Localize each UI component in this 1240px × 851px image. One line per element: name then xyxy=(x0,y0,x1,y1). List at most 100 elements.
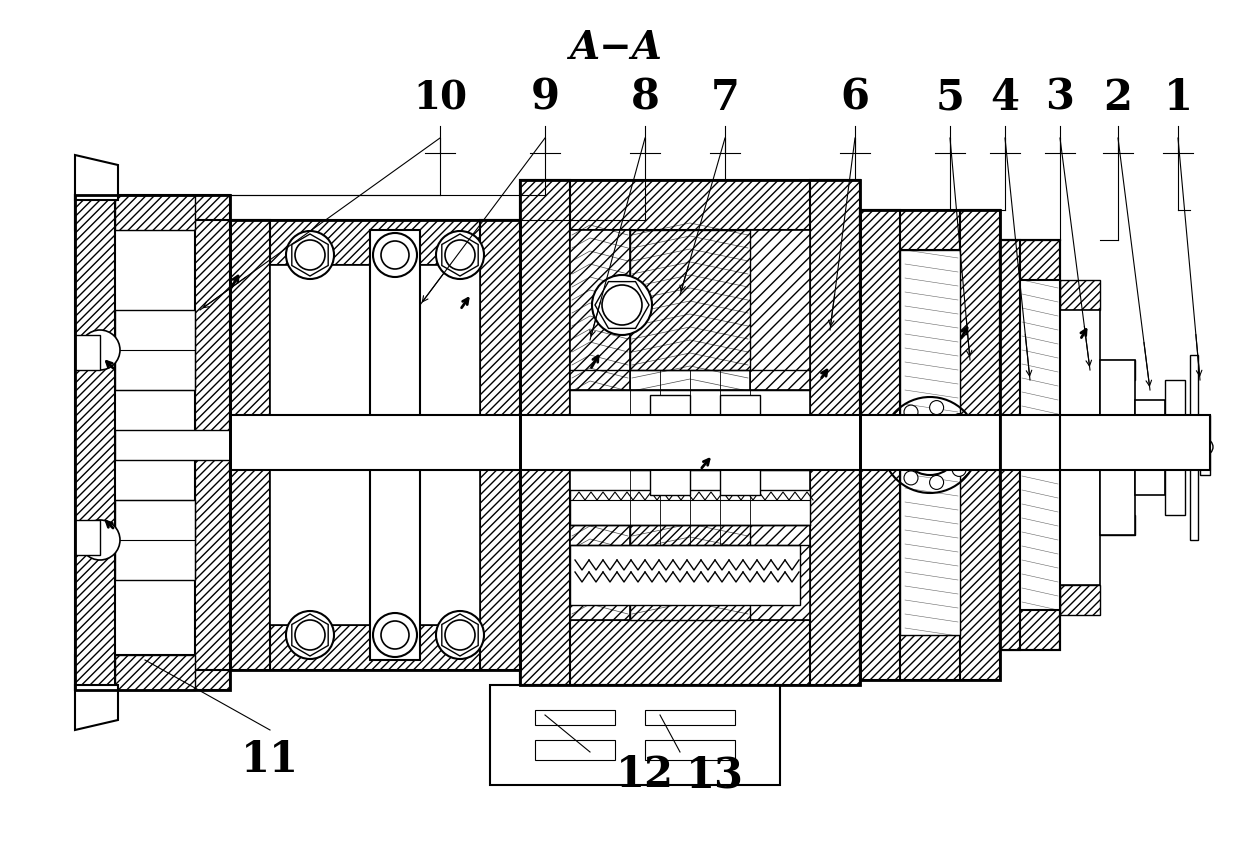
Text: 7: 7 xyxy=(711,77,739,119)
Circle shape xyxy=(295,620,325,650)
Polygon shape xyxy=(861,210,999,250)
Text: 5: 5 xyxy=(935,77,965,119)
Polygon shape xyxy=(520,620,861,685)
Circle shape xyxy=(436,611,484,659)
Circle shape xyxy=(81,330,120,370)
Circle shape xyxy=(961,438,975,452)
Circle shape xyxy=(888,451,901,465)
Polygon shape xyxy=(74,195,229,230)
Circle shape xyxy=(930,476,944,489)
Circle shape xyxy=(286,231,334,279)
Bar xyxy=(861,210,999,680)
Polygon shape xyxy=(861,635,999,680)
Bar xyxy=(570,420,810,470)
Circle shape xyxy=(952,462,966,477)
Polygon shape xyxy=(999,240,1021,650)
Text: 13: 13 xyxy=(686,754,744,796)
Text: 2: 2 xyxy=(1104,77,1132,119)
Bar xyxy=(570,390,810,500)
Circle shape xyxy=(445,240,475,270)
Polygon shape xyxy=(750,230,810,620)
Bar xyxy=(645,740,735,760)
Polygon shape xyxy=(195,220,229,670)
Bar xyxy=(115,500,195,580)
Bar xyxy=(74,520,100,555)
Text: 4: 4 xyxy=(991,77,1019,119)
Polygon shape xyxy=(810,180,861,685)
Circle shape xyxy=(436,231,484,279)
Circle shape xyxy=(445,620,475,650)
Bar xyxy=(270,265,480,625)
Polygon shape xyxy=(999,240,1060,280)
Bar xyxy=(229,415,1210,470)
Circle shape xyxy=(381,241,409,269)
Circle shape xyxy=(930,401,944,414)
Circle shape xyxy=(888,425,901,439)
Bar xyxy=(74,335,100,370)
Bar xyxy=(1100,515,1135,535)
Polygon shape xyxy=(570,230,630,620)
Bar xyxy=(490,685,780,785)
Bar xyxy=(534,740,615,760)
Bar xyxy=(74,195,229,690)
Circle shape xyxy=(904,405,918,419)
Bar xyxy=(534,710,615,725)
Bar xyxy=(1060,310,1100,585)
Polygon shape xyxy=(74,155,118,200)
Circle shape xyxy=(373,613,417,657)
Bar xyxy=(640,705,740,770)
Circle shape xyxy=(381,621,409,649)
Bar xyxy=(1200,415,1210,475)
Polygon shape xyxy=(630,230,750,370)
Circle shape xyxy=(904,471,918,485)
Text: 8: 8 xyxy=(631,77,660,119)
Text: A−A: A−A xyxy=(569,29,661,67)
Bar xyxy=(1100,360,1135,535)
Bar xyxy=(520,180,861,685)
Bar xyxy=(1166,380,1185,515)
Bar xyxy=(645,710,735,725)
Bar xyxy=(570,490,810,525)
Bar xyxy=(1135,400,1166,495)
Polygon shape xyxy=(1060,280,1100,310)
Bar xyxy=(529,705,620,770)
Text: 11: 11 xyxy=(241,739,299,781)
Polygon shape xyxy=(630,500,750,620)
Bar xyxy=(999,240,1060,650)
Polygon shape xyxy=(229,625,520,670)
Text: 1: 1 xyxy=(1163,77,1193,119)
Text: 12: 12 xyxy=(616,754,675,796)
Bar xyxy=(570,545,800,605)
Polygon shape xyxy=(999,610,1060,650)
Bar xyxy=(650,395,689,495)
Bar xyxy=(115,430,229,460)
Bar xyxy=(1190,355,1198,540)
Polygon shape xyxy=(229,220,520,265)
Bar xyxy=(370,230,420,660)
Polygon shape xyxy=(520,180,570,685)
Circle shape xyxy=(1173,435,1197,459)
Circle shape xyxy=(952,414,966,427)
Bar xyxy=(720,395,760,495)
Text: 3: 3 xyxy=(1045,77,1074,119)
Bar xyxy=(900,250,960,635)
Text: 9: 9 xyxy=(531,77,559,119)
Circle shape xyxy=(295,240,325,270)
Bar xyxy=(1100,360,1135,380)
Circle shape xyxy=(591,275,652,335)
Text: 6: 6 xyxy=(841,77,869,119)
Text: 10: 10 xyxy=(413,79,467,117)
Polygon shape xyxy=(74,655,229,690)
Polygon shape xyxy=(480,220,520,670)
Polygon shape xyxy=(1060,585,1100,615)
Bar xyxy=(229,220,520,670)
Polygon shape xyxy=(115,655,195,690)
Circle shape xyxy=(286,611,334,659)
Polygon shape xyxy=(74,685,118,730)
Circle shape xyxy=(1163,425,1207,469)
Circle shape xyxy=(601,285,642,325)
Circle shape xyxy=(373,233,417,277)
Polygon shape xyxy=(960,210,999,680)
Circle shape xyxy=(81,520,120,560)
Polygon shape xyxy=(229,220,270,670)
